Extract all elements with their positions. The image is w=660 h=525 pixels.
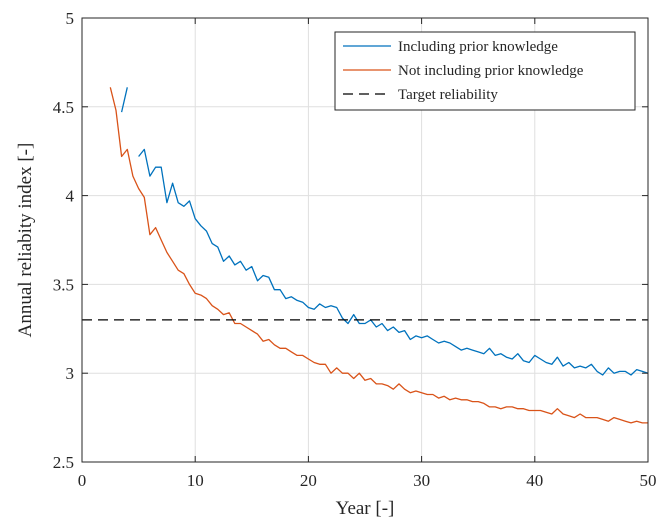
series-1 — [109, 87, 648, 424]
series-line-1-0 — [109, 87, 648, 424]
legend-label-1: Not including prior knowledge — [398, 63, 584, 79]
axis-ticks: 0 10 20 30 40 50 2.5 3 3.5 4 4.5 5 — [53, 9, 657, 490]
y-tick-label-1: 3 — [66, 364, 75, 383]
y-tick-label-4: 4.5 — [53, 98, 74, 117]
plot-area — [82, 87, 649, 424]
x-tick-label-1: 10 — [187, 471, 204, 490]
legend: Including prior knowledge Not including p… — [334, 31, 636, 111]
x-tick-label-3: 30 — [413, 471, 430, 490]
legend-label-2: Target reliability — [398, 87, 498, 103]
series-line-0-0 — [120, 87, 128, 113]
legend-box — [334, 31, 636, 111]
series-line-0-1 — [138, 148, 649, 376]
x-tick-label-5: 50 — [640, 471, 657, 490]
x-tick-label-2: 20 — [300, 471, 317, 490]
legend-label-0: Including prior knowledge — [398, 39, 558, 55]
x-tick-label-4: 40 — [526, 471, 543, 490]
x-axis-label: Year [-] — [336, 498, 395, 519]
y-tick-label-0: 2.5 — [53, 453, 74, 472]
series-0 — [120, 87, 649, 376]
y-tick-label-2: 3.5 — [53, 275, 74, 294]
x-tick-label-0: 0 — [78, 471, 87, 490]
axes-box — [81, 17, 649, 463]
y-axis-label: Annual reliabity index [-] — [15, 143, 36, 338]
y-tick-label-3: 4 — [66, 187, 75, 206]
y-tick-label-5: 5 — [66, 9, 75, 28]
